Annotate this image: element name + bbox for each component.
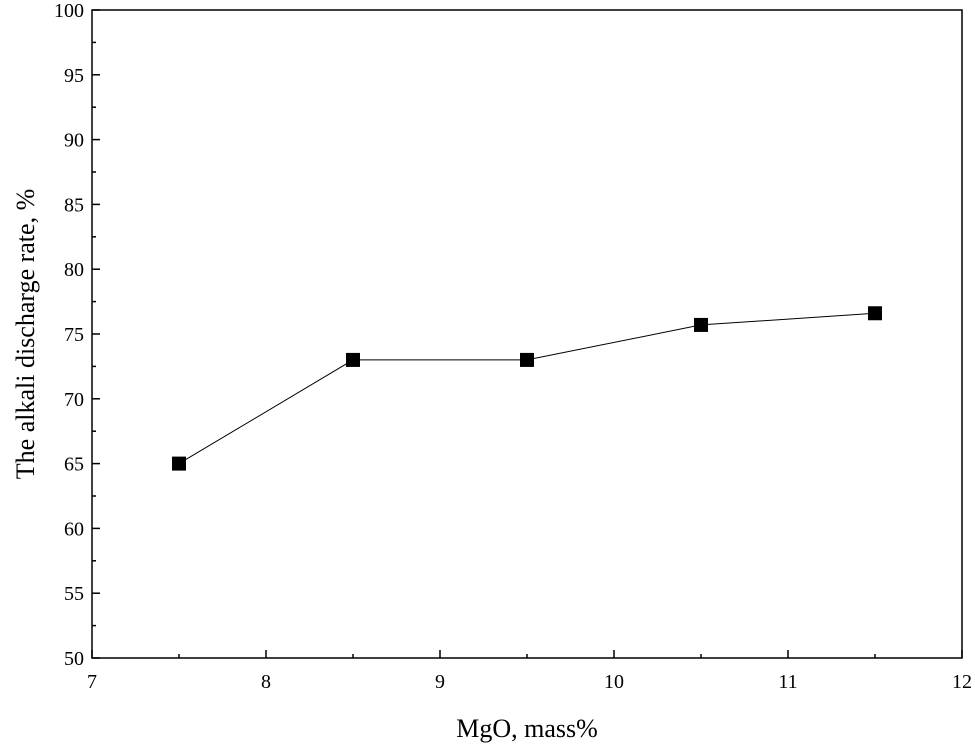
series-line bbox=[178, 312, 876, 465]
y-axis-ticks: 50 55 60 65 70 75 80 85 90 95 100 bbox=[54, 0, 100, 670]
y-axis-title: The alkali discharge rate, % bbox=[11, 189, 40, 479]
plot-frame bbox=[91, 9, 963, 659]
data-point bbox=[520, 352, 534, 367]
y-tick-label: 85 bbox=[64, 194, 84, 216]
y-tick-label: 95 bbox=[64, 65, 84, 87]
data-point bbox=[694, 317, 708, 332]
data-series bbox=[172, 306, 882, 471]
data-point bbox=[868, 306, 882, 321]
y-tick-label: 50 bbox=[64, 648, 84, 670]
y-tick-label: 60 bbox=[64, 518, 84, 540]
x-tick-label: 7 bbox=[87, 671, 97, 693]
y-tick-label: 65 bbox=[64, 454, 84, 476]
y-tick-label: 100 bbox=[54, 0, 84, 22]
x-tick-label: 8 bbox=[261, 671, 271, 693]
x-tick-label: 11 bbox=[778, 671, 797, 693]
x-axis-title: MgO, mass% bbox=[456, 714, 598, 743]
x-tick-label: 12 bbox=[952, 671, 972, 693]
x-axis-ticks: 7 8 9 10 11 12 bbox=[87, 650, 972, 693]
data-point bbox=[172, 456, 186, 471]
data-point bbox=[346, 352, 360, 367]
y-tick-label: 90 bbox=[64, 130, 84, 152]
y-tick-label: 75 bbox=[64, 324, 84, 346]
x-tick-label: 10 bbox=[604, 671, 624, 693]
y-tick-label: 55 bbox=[64, 583, 84, 605]
y-tick-label: 70 bbox=[64, 389, 84, 411]
x-tick-label: 9 bbox=[435, 671, 445, 693]
y-tick-label: 80 bbox=[64, 259, 84, 281]
